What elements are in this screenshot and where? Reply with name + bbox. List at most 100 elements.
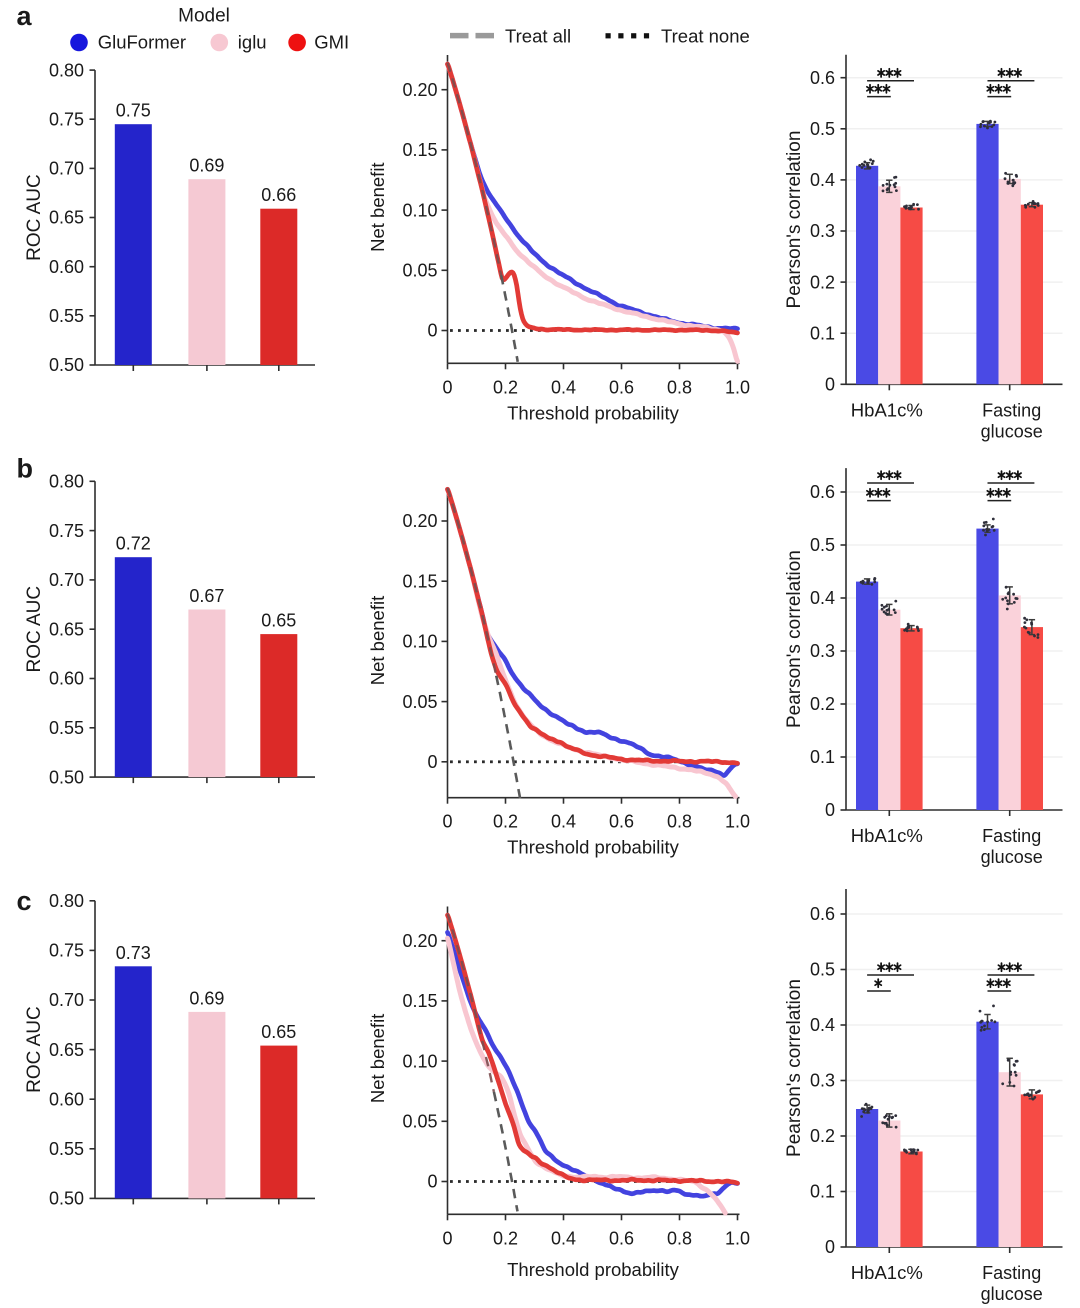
svg-text:ROC AUC: ROC AUC	[24, 586, 45, 673]
svg-text:0.15: 0.15	[402, 991, 437, 1011]
svg-text:Threshold probability: Threshold probability	[507, 837, 679, 858]
svg-text:0.60: 0.60	[49, 669, 84, 689]
svg-text:a: a	[17, 1, 33, 31]
svg-text:Pearson's correlation: Pearson's correlation	[784, 131, 805, 309]
svg-text:0.8: 0.8	[667, 812, 692, 832]
svg-text:0.75: 0.75	[49, 110, 84, 130]
svg-text:HbA1c%: HbA1c%	[851, 1262, 923, 1283]
svg-text:0.10: 0.10	[402, 632, 437, 652]
svg-text:0.8: 0.8	[667, 1228, 692, 1248]
svg-text:0.6: 0.6	[810, 904, 835, 924]
svg-text:0.60: 0.60	[49, 257, 84, 277]
svg-text:0.4: 0.4	[810, 1015, 835, 1035]
svg-text:0.10: 0.10	[402, 1051, 437, 1071]
svg-text:0.05: 0.05	[402, 1112, 437, 1132]
svg-text:0.66: 0.66	[261, 185, 296, 205]
svg-text:0.65: 0.65	[49, 208, 84, 228]
svg-text:0.2: 0.2	[493, 1228, 518, 1248]
svg-text:0.6: 0.6	[810, 68, 835, 88]
svg-text:0.72: 0.72	[116, 534, 151, 554]
svg-text:0.1: 0.1	[810, 747, 835, 767]
svg-text:0.60: 0.60	[49, 1089, 84, 1109]
svg-text:0.50: 0.50	[49, 1189, 84, 1209]
svg-text:iglu: iglu	[238, 31, 267, 52]
svg-text:0.5: 0.5	[810, 119, 835, 139]
svg-text:0.20: 0.20	[402, 931, 437, 951]
svg-text:0.67: 0.67	[189, 586, 224, 606]
svg-text:Pearson's correlation: Pearson's correlation	[784, 979, 805, 1157]
svg-text:0.70: 0.70	[49, 990, 84, 1010]
svg-text:1.0: 1.0	[725, 377, 750, 397]
svg-text:Pearson's correlation: Pearson's correlation	[784, 550, 805, 728]
svg-text:0.10: 0.10	[402, 200, 437, 220]
svg-text:0: 0	[825, 800, 835, 820]
svg-text:0.75: 0.75	[49, 941, 84, 961]
svg-text:0.80: 0.80	[49, 472, 84, 492]
svg-text:0.2: 0.2	[493, 377, 518, 397]
svg-text:glucose: glucose	[981, 421, 1043, 441]
svg-text:0.20: 0.20	[402, 511, 437, 531]
svg-text:GluFormer: GluFormer	[98, 31, 186, 52]
svg-text:0.69: 0.69	[189, 156, 224, 176]
svg-text:0.4: 0.4	[551, 812, 576, 832]
svg-text:0.3: 0.3	[810, 1071, 835, 1091]
svg-text:0.20: 0.20	[402, 80, 437, 100]
svg-text:0: 0	[442, 812, 452, 832]
svg-text:GMI: GMI	[314, 31, 349, 52]
svg-text:0.15: 0.15	[402, 571, 437, 591]
svg-text:0.4: 0.4	[810, 170, 835, 190]
svg-text:0.2: 0.2	[493, 812, 518, 832]
svg-text:Model: Model	[178, 6, 230, 27]
svg-text:0: 0	[427, 752, 437, 772]
svg-text:HbA1c%: HbA1c%	[851, 399, 923, 420]
svg-text:Threshold probability: Threshold probability	[507, 402, 679, 423]
svg-text:0.75: 0.75	[116, 101, 151, 121]
svg-text:0.2: 0.2	[810, 1126, 835, 1146]
svg-text:Threshold probability: Threshold probability	[507, 1259, 679, 1280]
svg-text:Fasting: Fasting	[982, 400, 1041, 420]
svg-text:Treat all: Treat all	[505, 26, 571, 47]
svg-text:0.65: 0.65	[49, 619, 84, 639]
svg-text:0.65: 0.65	[49, 1040, 84, 1060]
svg-text:0.80: 0.80	[49, 60, 84, 80]
svg-text:0.05: 0.05	[402, 261, 437, 281]
svg-text:0.05: 0.05	[402, 692, 437, 712]
svg-text:0.3: 0.3	[810, 641, 835, 661]
svg-text:Net benefit: Net benefit	[367, 1014, 388, 1103]
svg-text:0.2: 0.2	[810, 272, 835, 292]
svg-text:c: c	[17, 886, 32, 916]
svg-text:0.5: 0.5	[810, 535, 835, 555]
svg-text:Treat none: Treat none	[661, 26, 750, 47]
svg-text:0.2: 0.2	[810, 694, 835, 714]
svg-text:0.6: 0.6	[609, 377, 634, 397]
svg-text:0.1: 0.1	[810, 1182, 835, 1202]
svg-text:Net benefit: Net benefit	[367, 596, 388, 685]
svg-text:0.65: 0.65	[261, 1022, 296, 1042]
svg-text:0.55: 0.55	[49, 306, 84, 326]
svg-text:0.4: 0.4	[551, 1228, 576, 1248]
svg-text:Fasting: Fasting	[982, 826, 1041, 846]
svg-text:0.4: 0.4	[810, 588, 835, 608]
svg-text:0.55: 0.55	[49, 1139, 84, 1159]
svg-text:0.5: 0.5	[810, 960, 835, 980]
svg-text:0.70: 0.70	[49, 570, 84, 590]
svg-text:0.8: 0.8	[667, 377, 692, 397]
svg-text:0.73: 0.73	[116, 943, 151, 963]
svg-text:b: b	[17, 454, 34, 484]
svg-text:ROC AUC: ROC AUC	[24, 174, 45, 261]
svg-text:glucose: glucose	[981, 1284, 1043, 1304]
svg-text:0.65: 0.65	[261, 611, 296, 631]
svg-text:0: 0	[427, 1172, 437, 1192]
svg-text:0.70: 0.70	[49, 159, 84, 179]
svg-text:Fasting: Fasting	[982, 1263, 1041, 1283]
svg-text:1.0: 1.0	[725, 1228, 750, 1248]
svg-text:0.69: 0.69	[189, 988, 224, 1008]
svg-text:Net benefit: Net benefit	[367, 162, 388, 251]
svg-text:0.4: 0.4	[551, 377, 576, 397]
svg-text:0: 0	[825, 1237, 835, 1257]
svg-text:0.80: 0.80	[49, 891, 84, 911]
svg-text:0.6: 0.6	[609, 1228, 634, 1248]
svg-text:ROC AUC: ROC AUC	[24, 1006, 45, 1093]
svg-text:0: 0	[427, 321, 437, 341]
svg-text:0.3: 0.3	[810, 221, 835, 241]
